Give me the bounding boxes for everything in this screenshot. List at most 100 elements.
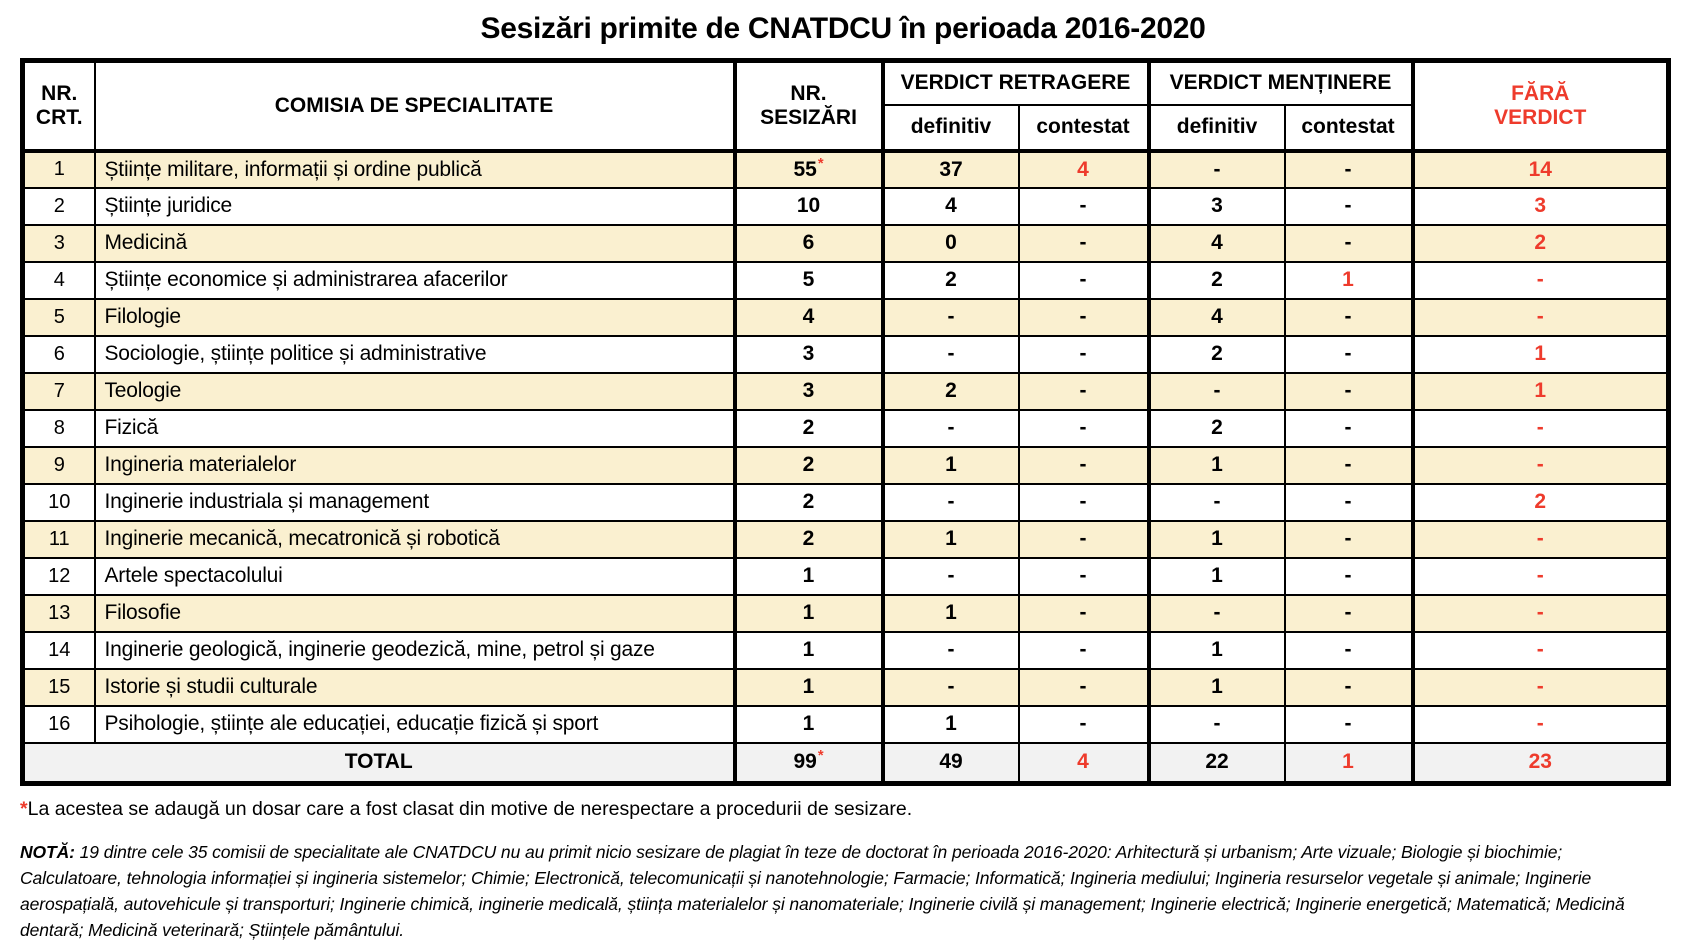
- value-cell: 1: [1283, 260, 1414, 300]
- value-cell: 3: [1410, 186, 1670, 226]
- asterisk-marker: *: [817, 155, 824, 172]
- value-cell: -: [1017, 704, 1150, 744]
- header-row-groups: NR. CRT. COMISIA DE SPECIALITATE NR. SES…: [21, 59, 1670, 152]
- value-cell: -: [880, 556, 1020, 596]
- table-row: 6 Sociologie, științe politice și adminis…: [21, 334, 1670, 374]
- value-cell: 0: [880, 223, 1020, 263]
- subcol-header-mentinere-contestat: contestat: [1283, 103, 1414, 153]
- value-cell: -: [1017, 667, 1150, 707]
- table-header: NR. CRT. COMISIA DE SPECIALITATE NR. SES…: [21, 59, 1670, 153]
- value-cell: -: [1017, 519, 1150, 559]
- comisia-cell: Istorie și studii culturale: [93, 667, 736, 707]
- row-number-cell: 7: [21, 371, 96, 411]
- value-cell: 4: [1146, 223, 1286, 263]
- value-cell: 2: [732, 482, 884, 522]
- value-cell: 1: [1146, 519, 1286, 559]
- col-header-nr-crt: NR. CRT.: [21, 59, 96, 152]
- col-header-verdict-retragere: VERDICT RETRAGERE: [880, 59, 1150, 106]
- value-cell: -: [1017, 482, 1150, 522]
- row-number-cell: 2: [21, 186, 96, 226]
- row-number-cell: 9: [21, 445, 96, 485]
- value-cell: 49: [880, 741, 1020, 785]
- value-cell: 4: [1017, 148, 1150, 189]
- value-cell: -: [1283, 408, 1414, 448]
- value-cell: 2: [880, 371, 1020, 411]
- table-body: 1 Științe militare, informații și ordine …: [21, 148, 1670, 744]
- value-cell: -: [880, 297, 1020, 337]
- value-cell: -: [1146, 482, 1286, 522]
- value-cell: -: [1017, 297, 1150, 337]
- table-row: 4 Științe economice și administrarea afac…: [21, 260, 1670, 300]
- table-row: 1 Științe militare, informații și ordine …: [21, 148, 1670, 189]
- value-cell: -: [880, 334, 1020, 374]
- value-cell: 1: [732, 667, 884, 707]
- row-number-cell: 16: [21, 704, 96, 744]
- sesizari-table: NR. CRT. COMISIA DE SPECIALITATE NR. SES…: [20, 58, 1672, 786]
- value-cell: -: [880, 630, 1020, 670]
- value-cell: -: [1146, 593, 1286, 633]
- value-cell: 5: [732, 260, 884, 300]
- value-cell: 1: [1146, 630, 1286, 670]
- value-cell: -: [1283, 223, 1414, 263]
- value-cell: -: [1283, 186, 1414, 226]
- value-cell: 14: [1410, 148, 1670, 189]
- value-cell: -: [1410, 445, 1670, 485]
- row-number-cell: 5: [21, 297, 96, 337]
- value-cell: -: [1283, 482, 1414, 522]
- value-cell: -: [1283, 519, 1414, 559]
- comisia-cell: Artele spectacolului: [93, 556, 736, 596]
- table-row: 11 Inginerie mecanică, mecatronică și rob…: [21, 519, 1670, 559]
- note-paragraph: NOTĂ: 19 dintre cele 35 comisii de speci…: [20, 839, 1666, 944]
- value-cell: -: [880, 667, 1020, 707]
- value-cell: 4: [880, 186, 1020, 226]
- value-cell: -: [1283, 593, 1414, 633]
- value-cell: -: [1283, 445, 1414, 485]
- value-cell: 3: [732, 371, 884, 411]
- row-number-cell: 11: [21, 519, 96, 559]
- comisia-cell: Inginerie mecanică, mecatronică și robot…: [93, 519, 736, 559]
- header-row-subcolumns: definitiv contestat definitiv contestat: [23, 103, 1669, 153]
- value-cell: -: [1410, 704, 1670, 744]
- footnote-asterisk-line: *La acestea se adaugă un dosar care a fo…: [20, 798, 1666, 821]
- value-cell: -: [1410, 593, 1670, 633]
- row-number-cell: 10: [21, 482, 96, 522]
- value-cell: -: [1410, 556, 1670, 596]
- value-cell: -: [1410, 630, 1670, 670]
- value-cell: -: [1410, 260, 1670, 300]
- footnote-text: La acestea se adaugă un dosar care a fos…: [27, 798, 913, 820]
- total-label-cell: TOTAL: [21, 741, 736, 785]
- note-text: 19 dintre cele 35 comisii de specialitat…: [20, 841, 1625, 941]
- table-footer: TOTAL 99* 49 4 22 1 23: [21, 741, 1670, 785]
- value-cell: 1: [1410, 371, 1670, 411]
- value-cell: 1: [880, 704, 1020, 744]
- total-row: TOTAL 99* 49 4 22 1 23: [21, 741, 1670, 785]
- table-row: 10 Inginerie industriala și management 2- -…: [21, 482, 1670, 522]
- comisia-cell: Psihologie, științe ale educației, educa…: [93, 704, 736, 744]
- value-cell: 2: [880, 260, 1020, 300]
- value-cell: -: [1017, 408, 1150, 448]
- col-header-verdict-mentinere: VERDICT MENȚINERE: [1146, 59, 1414, 106]
- value-cell: -: [1017, 260, 1150, 300]
- value-cell: 2: [732, 445, 884, 485]
- row-number-cell: 6: [21, 334, 96, 374]
- row-number-cell: 12: [21, 556, 96, 596]
- value-cell: -: [1146, 704, 1286, 744]
- value-cell: 2: [1146, 408, 1286, 448]
- value-cell: 22: [1146, 741, 1286, 785]
- value-cell: 1: [1410, 334, 1670, 374]
- comisia-cell: Medicină: [93, 223, 736, 263]
- note-label: NOTĂ:: [20, 841, 75, 862]
- row-number-cell: 15: [21, 667, 96, 707]
- row-number-cell: 8: [21, 408, 96, 448]
- value-cell: 99*: [732, 741, 884, 785]
- value-cell: 2: [1146, 334, 1286, 374]
- value-cell: -: [1017, 334, 1150, 374]
- table-row: 12 Artele spectacolului 1- -1- -: [21, 556, 1670, 596]
- subcol-header-retragere-definitiv: definitiv: [880, 103, 1020, 153]
- value-cell: -: [1283, 556, 1414, 596]
- value-cell: -: [880, 408, 1020, 448]
- value-cell: 2: [1410, 223, 1670, 263]
- col-header-comisia: COMISIA DE SPECIALITATE: [93, 59, 736, 152]
- value-cell: 6: [732, 223, 884, 263]
